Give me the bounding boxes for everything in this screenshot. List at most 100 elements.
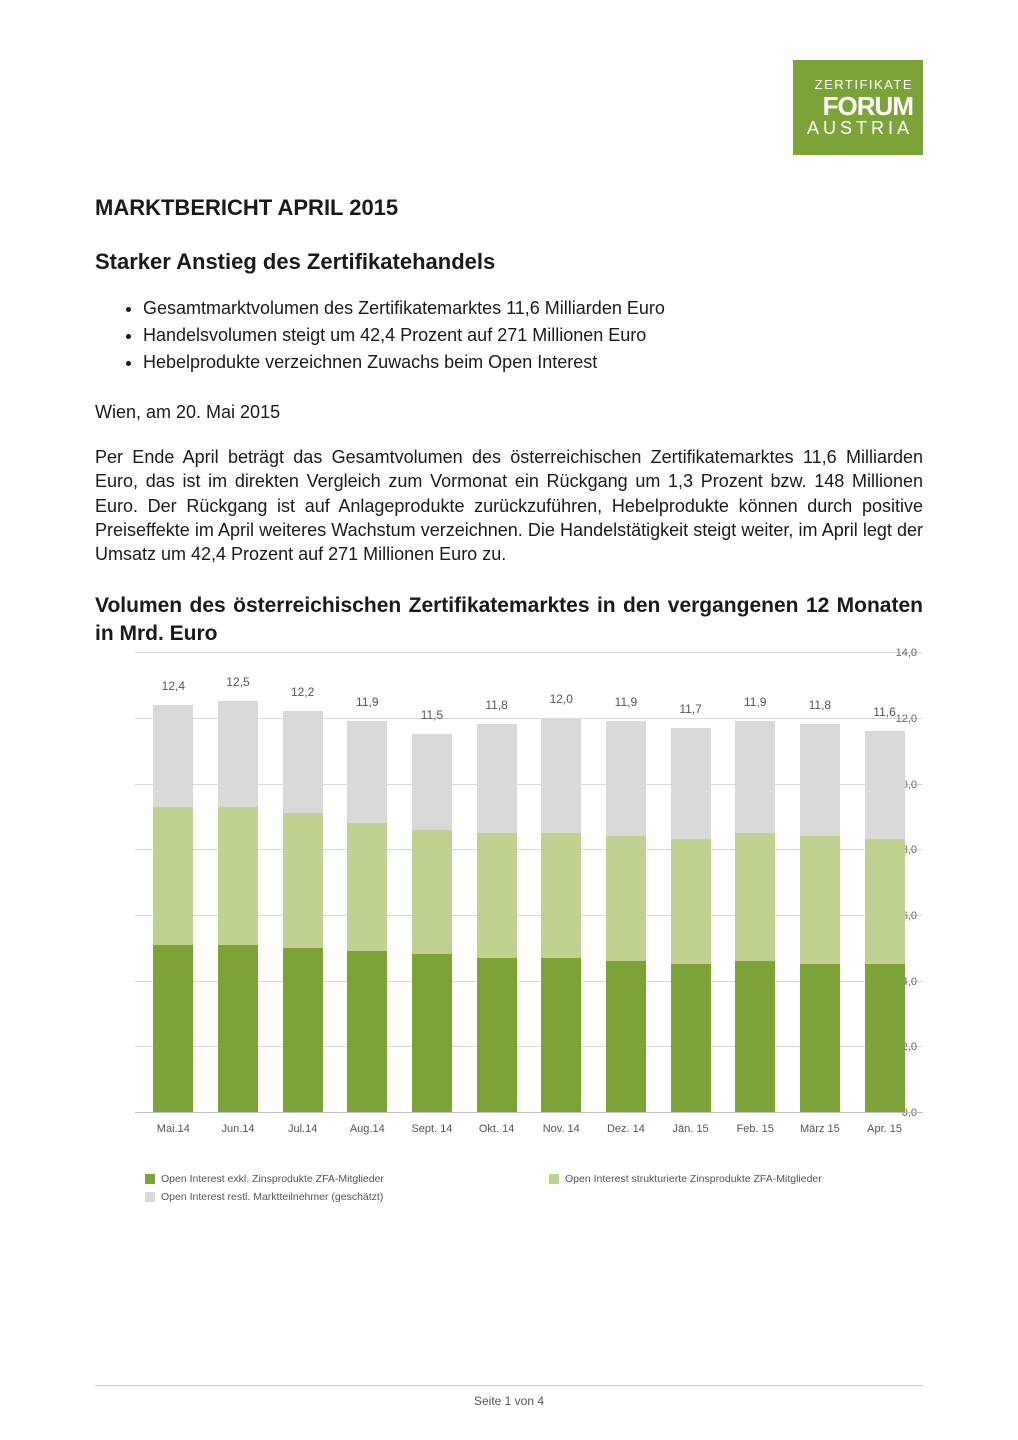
bar-segment xyxy=(347,721,387,823)
bar-segment xyxy=(735,721,775,833)
legend-item: Open Interest strukturierte Zinsprodukte… xyxy=(549,1173,923,1185)
bar-value-label: 11,6 xyxy=(861,705,908,719)
x-tick-label: Sept. 14 xyxy=(409,1117,456,1143)
page-footer: Seite 1 von 4 xyxy=(0,1394,1018,1408)
bar-segment xyxy=(671,839,711,964)
x-tick-label: Okt. 14 xyxy=(473,1117,520,1143)
page-content: MARKTBERICHT APRIL 2015 Starker Anstieg … xyxy=(95,195,923,1203)
chart-legend: Open Interest exkl. Zinsprodukte ZFA-Mit… xyxy=(145,1173,923,1203)
bar-value-label: 12,2 xyxy=(279,685,326,699)
logo-line-3: AUSTRIA xyxy=(807,119,913,137)
bar-segment xyxy=(347,951,387,1112)
chart-plot-area: 12,4 12,5 12,2 11,9 11,5 11,8 12,0 11,9 11,7 11,9… xyxy=(135,653,923,1113)
list-item: Handelsvolumen steigt um 42,4 Prozent au… xyxy=(143,322,923,349)
bar-segment xyxy=(671,964,711,1112)
bar-group: 11,9 xyxy=(344,653,391,1112)
logo-line-2: FORUM xyxy=(823,93,913,119)
bar-segment xyxy=(153,807,193,945)
bar-group: 11,9 xyxy=(603,653,650,1112)
x-tick-label: Apr. 15 xyxy=(861,1117,908,1143)
bar-group: 11,5 xyxy=(409,653,456,1112)
page-subtitle: Starker Anstieg des Zertifikatehandels xyxy=(95,249,923,275)
bar-segment xyxy=(541,718,581,833)
list-item: Gesamtmarktvolumen des Zertifikatemarkte… xyxy=(143,295,923,322)
bar-segment xyxy=(218,945,258,1113)
bar-segment xyxy=(477,958,517,1112)
bar-group: 12,2 xyxy=(279,653,326,1112)
bar-segment xyxy=(218,807,258,945)
bar-value-label: 11,8 xyxy=(473,698,520,712)
x-tick-label: Jun.14 xyxy=(215,1117,262,1143)
bar-segment xyxy=(412,734,452,829)
x-tick-label: Feb. 15 xyxy=(732,1117,779,1143)
bar-group: 11,7 xyxy=(667,653,714,1112)
date-line: Wien, am 20. Mai 2015 xyxy=(95,402,923,423)
bar-segment xyxy=(606,836,646,961)
legend-item: Open Interest restl. Marktteilnehmer (ge… xyxy=(145,1191,519,1203)
bar-segment xyxy=(218,701,258,806)
bar-segment xyxy=(735,961,775,1112)
bar-segment xyxy=(412,954,452,1112)
legend-swatch xyxy=(549,1174,559,1184)
page-title: MARKTBERICHT APRIL 2015 xyxy=(95,195,923,221)
legend-label: Open Interest exkl. Zinsprodukte ZFA-Mit… xyxy=(161,1173,384,1185)
bar-segment xyxy=(153,945,193,1113)
volume-chart: 0,02,04,06,08,010,012,014,012,412,512,21… xyxy=(95,653,923,1203)
bar-segment xyxy=(800,836,840,964)
bar-segment xyxy=(283,813,323,948)
bar-segment xyxy=(865,731,905,839)
legend-swatch xyxy=(145,1192,155,1202)
legend-item: Open Interest exkl. Zinsprodukte ZFA-Mit… xyxy=(145,1173,519,1185)
bar-segment xyxy=(606,961,646,1112)
footer-divider xyxy=(95,1385,923,1386)
bar-value-label: 11,9 xyxy=(344,695,391,709)
x-tick-label: Jän. 15 xyxy=(667,1117,714,1143)
bar-group: 11,8 xyxy=(797,653,844,1112)
bar-value-label: 11,8 xyxy=(797,698,844,712)
bar-value-label: 11,9 xyxy=(603,695,650,709)
bar-group: 11,8 xyxy=(473,653,520,1112)
bar-group: 12,5 xyxy=(215,653,262,1112)
bar-segment xyxy=(800,964,840,1112)
bar-segment xyxy=(606,721,646,836)
bar-group: 11,6 xyxy=(861,653,908,1112)
bar-segment xyxy=(735,833,775,961)
bar-segment xyxy=(865,839,905,964)
bar-value-label: 11,9 xyxy=(732,695,779,709)
body-paragraph: Per Ende April beträgt das Gesamtvolumen… xyxy=(95,445,923,566)
bar-value-label: 12,4 xyxy=(150,679,197,693)
legend-label: Open Interest restl. Marktteilnehmer (ge… xyxy=(161,1191,383,1203)
legend-swatch xyxy=(145,1174,155,1184)
brand-logo: ZERTIFIKATE FORUM AUSTRIA xyxy=(793,60,923,155)
bar-segment xyxy=(412,830,452,955)
bar-value-label: 11,7 xyxy=(667,702,714,716)
bar-segment xyxy=(283,948,323,1112)
bar-value-label: 12,0 xyxy=(538,692,585,706)
x-tick-label: Mai.14 xyxy=(150,1117,197,1143)
highlights-list: Gesamtmarktvolumen des Zertifikatemarkte… xyxy=(143,295,923,376)
x-tick-label: Dez. 14 xyxy=(603,1117,650,1143)
list-item: Hebelprodukte verzeichnen Zuwachs beim O… xyxy=(143,349,923,376)
bar-segment xyxy=(865,964,905,1112)
x-tick-label: März 15 xyxy=(797,1117,844,1143)
bar-segment xyxy=(541,833,581,958)
bar-group: 12,4 xyxy=(150,653,197,1112)
legend-item xyxy=(549,1191,923,1203)
bar-value-label: 12,5 xyxy=(215,675,262,689)
bar-group: 12,0 xyxy=(538,653,585,1112)
bar-segment xyxy=(541,958,581,1112)
x-tick-label: Nov. 14 xyxy=(538,1117,585,1143)
bar-segment xyxy=(347,823,387,951)
legend-label: Open Interest strukturierte Zinsprodukte… xyxy=(565,1173,822,1185)
logo-line-1: ZERTIFIKATE xyxy=(815,78,913,91)
x-tick-label: Jul.14 xyxy=(279,1117,326,1143)
bar-segment xyxy=(283,711,323,813)
chart-title: Volumen des österreichischen Zertifikate… xyxy=(95,592,923,647)
bar-value-label: 11,5 xyxy=(409,708,456,722)
bar-segment xyxy=(671,728,711,840)
bar-segment xyxy=(153,705,193,807)
x-tick-label: Aug.14 xyxy=(344,1117,391,1143)
bar-segment xyxy=(477,833,517,958)
bar-segment xyxy=(800,724,840,836)
bar-segment xyxy=(477,724,517,832)
